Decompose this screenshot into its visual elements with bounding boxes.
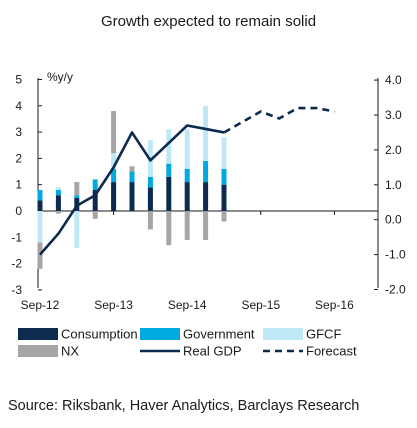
right-tick-label: -1.0 — [385, 248, 406, 262]
bar-government — [74, 195, 80, 198]
bar-nx — [147, 211, 153, 230]
legend-swatch-nx — [18, 345, 58, 357]
bar-consumption — [147, 187, 153, 211]
bar-gfcf — [221, 137, 227, 169]
bar-consumption — [166, 176, 172, 211]
axes: -3 -2 -1 0 1 2 3 4 5 4.0 3.0 2.0 1.0 0.0 -1.0 -2.0 Sep-1… — [11, 73, 406, 313]
source-note: Source: Riksbank, Haver Analytics, Barcl… — [8, 398, 360, 414]
bar-government — [203, 161, 209, 183]
legend-label-government: Government — [183, 327, 255, 342]
x-tick-label: Sep-12 — [21, 298, 60, 312]
right-tick-label: 0.0 — [385, 213, 402, 227]
lines — [39, 106, 335, 256]
legend-label-nx: NX — [61, 344, 79, 359]
right-tick-label: 4.0 — [385, 73, 402, 87]
bar-nx — [55, 211, 61, 214]
bar-government — [92, 179, 98, 190]
bar-gfcf — [203, 105, 209, 162]
bar-nx — [74, 182, 80, 196]
bar-consumption — [203, 182, 209, 211]
x-tick-label: Sep-15 — [241, 298, 280, 312]
legend-label-gfcf: GFCF — [306, 327, 341, 342]
bar-nx — [111, 111, 117, 154]
bar-government — [147, 176, 153, 188]
bar-consumption — [111, 182, 117, 211]
line-forecast — [223, 106, 335, 134]
left-tick-label: 4 — [15, 99, 22, 113]
bar-government — [55, 189, 61, 196]
bar-nx — [203, 211, 209, 240]
bar-nx — [166, 211, 172, 246]
left-tick-label: 5 — [15, 73, 22, 87]
legend-swatch-consumption — [18, 328, 58, 340]
bar-gfcf — [111, 153, 117, 169]
bar-consumption — [37, 200, 43, 211]
bars — [37, 105, 227, 269]
left-tick-label: -3 — [11, 283, 22, 297]
bar-government — [129, 171, 135, 183]
right-tick-label: -2.0 — [385, 283, 406, 297]
legend: Consumption Government GFCF NX Real GDP Forec… — [18, 327, 357, 359]
unit-label: %y/y — [47, 70, 73, 84]
left-tick-label: -1 — [11, 230, 22, 244]
chart-title: Growth expected to remain solid — [100, 13, 317, 30]
right-tick-label: 2.0 — [385, 143, 402, 157]
x-tick-label: Sep-13 — [94, 298, 133, 312]
line-real-gdp — [39, 124, 225, 256]
right-tick-label: 1.0 — [385, 178, 402, 192]
right-tick-label: 3.0 — [385, 108, 402, 122]
bar-government — [166, 163, 172, 177]
bar-government — [221, 168, 227, 185]
legend-label-real-gdp: Real GDP — [183, 344, 242, 359]
bar-gfcf — [37, 211, 43, 243]
legend-label-forecast: Forecast — [306, 344, 357, 359]
bar-nx — [184, 211, 190, 240]
x-tick-label: Sep-14 — [168, 298, 207, 312]
bar-consumption — [92, 189, 98, 211]
left-tick-label: 1 — [15, 178, 22, 192]
bar-gfcf — [166, 129, 172, 164]
bar-government — [111, 168, 117, 183]
bar-nx — [37, 242, 43, 269]
bar-consumption — [221, 184, 227, 211]
bar-nx — [92, 211, 98, 219]
bar-nx — [221, 211, 227, 222]
left-tick-label: 0 — [15, 204, 22, 218]
bar-nx — [129, 166, 135, 172]
bar-government — [184, 168, 190, 183]
bar-gfcf — [184, 129, 190, 169]
x-tick-label: Sep-16 — [315, 298, 354, 312]
chart-svg: -3 -2 -1 0 1 2 3 4 5 4.0 3.0 2.0 1.0 0.0 -1.0 -2.0 Sep-1… — [11, 70, 406, 359]
bar-gfcf — [74, 211, 80, 248]
bar-consumption — [184, 182, 190, 211]
legend-swatch-gfcf — [263, 328, 303, 340]
left-tick-label: 3 — [15, 125, 22, 139]
left-tick-label: -2 — [11, 257, 22, 271]
bar-consumption — [129, 182, 135, 211]
bar-consumption — [55, 195, 61, 211]
legend-swatch-government — [140, 328, 180, 340]
bar-government — [37, 189, 43, 201]
bar-gfcf — [55, 187, 61, 190]
left-tick-label: 2 — [15, 151, 22, 165]
legend-label-consumption: Consumption — [61, 327, 138, 342]
